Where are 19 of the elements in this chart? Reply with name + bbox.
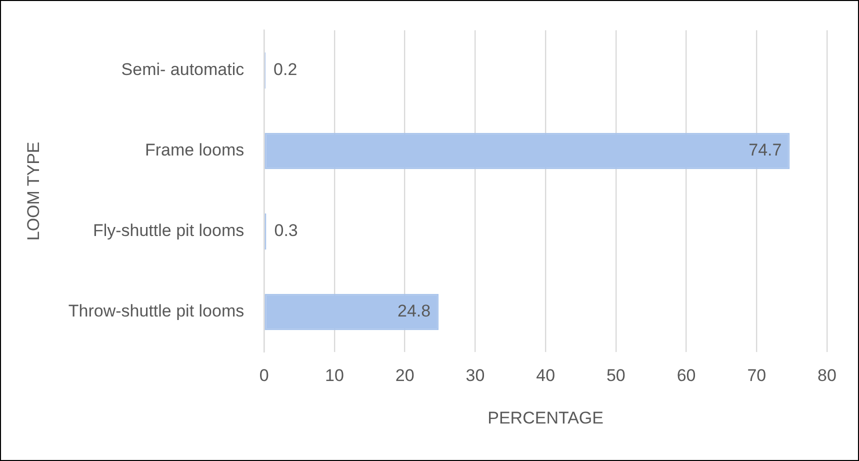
y-tick-label: Throw-shuttle pit looms bbox=[68, 302, 244, 321]
x-tick-label: 30 bbox=[466, 366, 485, 386]
x-tick-label: 70 bbox=[747, 366, 766, 386]
x-axis-title: PERCENTAGE bbox=[488, 408, 604, 428]
y-tick-label: Fly-shuttle pit looms bbox=[92, 221, 244, 240]
data-label: 0.2 bbox=[274, 60, 298, 80]
x-tick-label: 0 bbox=[259, 366, 269, 386]
x-tick-label: 10 bbox=[325, 366, 344, 386]
data-label: 74.7 bbox=[748, 140, 782, 160]
y-tick-label: Semi- automatic bbox=[121, 60, 245, 80]
x-tick-label: 20 bbox=[395, 366, 414, 386]
data-label: 0.3 bbox=[274, 221, 298, 240]
x-tick-label: 60 bbox=[676, 366, 696, 386]
data-label: 24.8 bbox=[398, 302, 431, 321]
x-tick-label: 80 bbox=[818, 366, 836, 386]
x-tick-label: 50 bbox=[606, 366, 626, 386]
x-tick-label: 40 bbox=[536, 366, 556, 386]
y-tick-label: Frame looms bbox=[144, 140, 244, 160]
y-axis-title: LOOM TYPE bbox=[24, 142, 43, 241]
